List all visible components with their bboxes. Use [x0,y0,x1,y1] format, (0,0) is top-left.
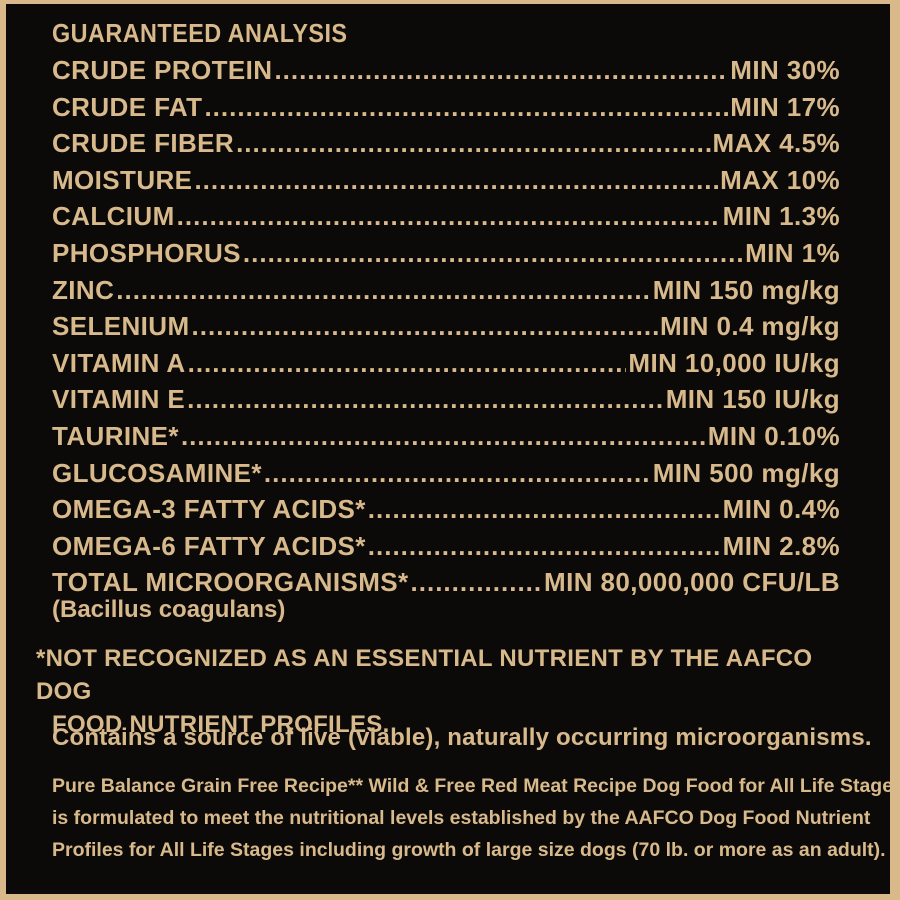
dot-leader [204,92,728,123]
dot-leader [177,201,721,232]
analysis-row: OMEGA-3 FATTY ACIDS* MIN 0.4% [52,494,840,531]
dot-leader [264,458,651,489]
analysis-row: CRUDE FIBER MAX 4.5% [52,128,840,165]
dot-leader [243,238,743,269]
nutrient-name: TAURINE* [52,420,179,451]
nutrient-value: MIN 1% [745,237,840,268]
analysis-row: ZINC MIN 150 mg/kg [52,275,840,312]
panel-title: GUARANTEED ANALYSIS [52,18,348,48]
dot-leader [181,421,706,452]
dot-leader [368,531,721,562]
footnote-line-2: FOOD NUTRIENT PROFILES. [52,711,390,738]
nutrient-value: MIN 500 mg/kg [652,457,840,488]
analysis-row: CALCIUM MIN 1.3% [52,201,840,238]
nutrient-value: MIN 1.3% [722,201,840,232]
nutrient-value: MIN 0.4% [722,494,840,525]
nutrient-value: MIN 17% [730,91,840,122]
analysis-row: CRUDE PROTEIN MIN 30% [52,55,840,92]
analysis-row: MOISTURE MAX 10% [52,165,840,202]
nutrient-value: MIN 0.10% [707,420,840,451]
guaranteed-analysis-panel: GUARANTEED ANALYSIS CRUDE PROTEIN MIN 30%… [6,4,900,894]
analysis-row: GLUCOSAMINE* MIN 500 mg/kg [52,458,840,495]
nutrient-name: CRUDE FAT [52,91,203,122]
dot-leader [236,128,710,159]
footnote-line-1: *NOT RECOGNIZED AS AN ESSENTIAL NUTRIENT… [36,645,813,705]
nutrient-name: ZINC [52,274,115,305]
nutrient-value: MIN 80,000,000 CFU/LB [544,567,840,598]
analysis-row: TOTAL MICROORGANISMS* MIN 80,000,000 CFU/… [52,567,840,604]
nutrient-name: SELENIUM [52,311,190,342]
dot-leader [116,275,650,306]
nutrient-name: TOTAL MICROORGANISMS* [52,567,409,598]
microorganism-source: (Bacillus coagulans) [52,596,286,623]
nutrient-name: VITAMIN A [52,347,186,378]
analysis-row: CRUDE FAT MIN 17% [52,92,840,129]
analysis-row: SELENIUM MIN 0.4 mg/kg [52,311,840,348]
nutrient-name: CRUDE PROTEIN [52,55,273,85]
nutrient-name: MOISTURE [52,164,193,195]
aafco-statement-line-2: is formulated to meet the nutritional le… [52,807,871,829]
nutrient-value: MAX 10% [720,164,840,195]
dot-leader [188,348,627,379]
dot-leader [194,165,718,196]
footnote: *NOT RECOGNIZED AS AN ESSENTIAL NUTRIENT… [36,642,836,741]
analysis-row: OMEGA-6 FATTY ACIDS* MIN 2.8% [52,531,840,568]
live-microorganisms-statement: Contains a source of live (viable), natu… [52,724,872,751]
analysis-row: PHOSPHORUS MIN 1% [52,238,840,275]
dot-leader [187,384,664,415]
nutrient-value: MIN 2.8% [722,530,840,561]
nutrient-value: MIN 10,000 IU/kg [628,347,840,378]
nutrient-value: MIN 0.4 mg/kg [659,311,840,342]
nutrient-name: OMEGA-6 FATTY ACIDS* [52,530,366,561]
analysis-row: VITAMIN A MIN 10,000 IU/kg [52,348,840,385]
aafco-statement: Pure Balance Grain Free Recipe** Wild & … [52,770,900,866]
nutrient-value: MIN 150 IU/kg [665,384,840,415]
nutrient-name: VITAMIN E [52,384,186,415]
nutrient-name: GLUCOSAMINE* [52,457,262,488]
aafco-statement-line-1: Pure Balance Grain Free Recipe** Wild & … [52,775,900,797]
nutrient-name: CALCIUM [52,201,175,232]
nutrient-value: MIN 30% [730,55,840,85]
nutrient-name: OMEGA-3 FATTY ACIDS* [52,494,366,525]
aafco-statement-line-3: Profiles for All Life Stages including g… [52,839,886,861]
analysis-row: TAURINE* MIN 0.10% [52,421,840,458]
dot-leader [411,567,543,598]
dot-leader [274,55,728,86]
analysis-row: VITAMIN E MIN 150 IU/kg [52,384,840,421]
nutrient-value: MIN 150 mg/kg [652,274,840,305]
nutrient-name: CRUDE FIBER [52,128,235,159]
dot-leader [192,311,658,342]
analysis-table: CRUDE PROTEINMIN 30%CRUDE FATMIN 17%CRUD… [52,55,840,604]
nutrient-name: PHOSPHORUS [52,237,241,268]
dot-leader [368,494,721,525]
nutrient-value: MAX 4.5% [712,128,840,159]
